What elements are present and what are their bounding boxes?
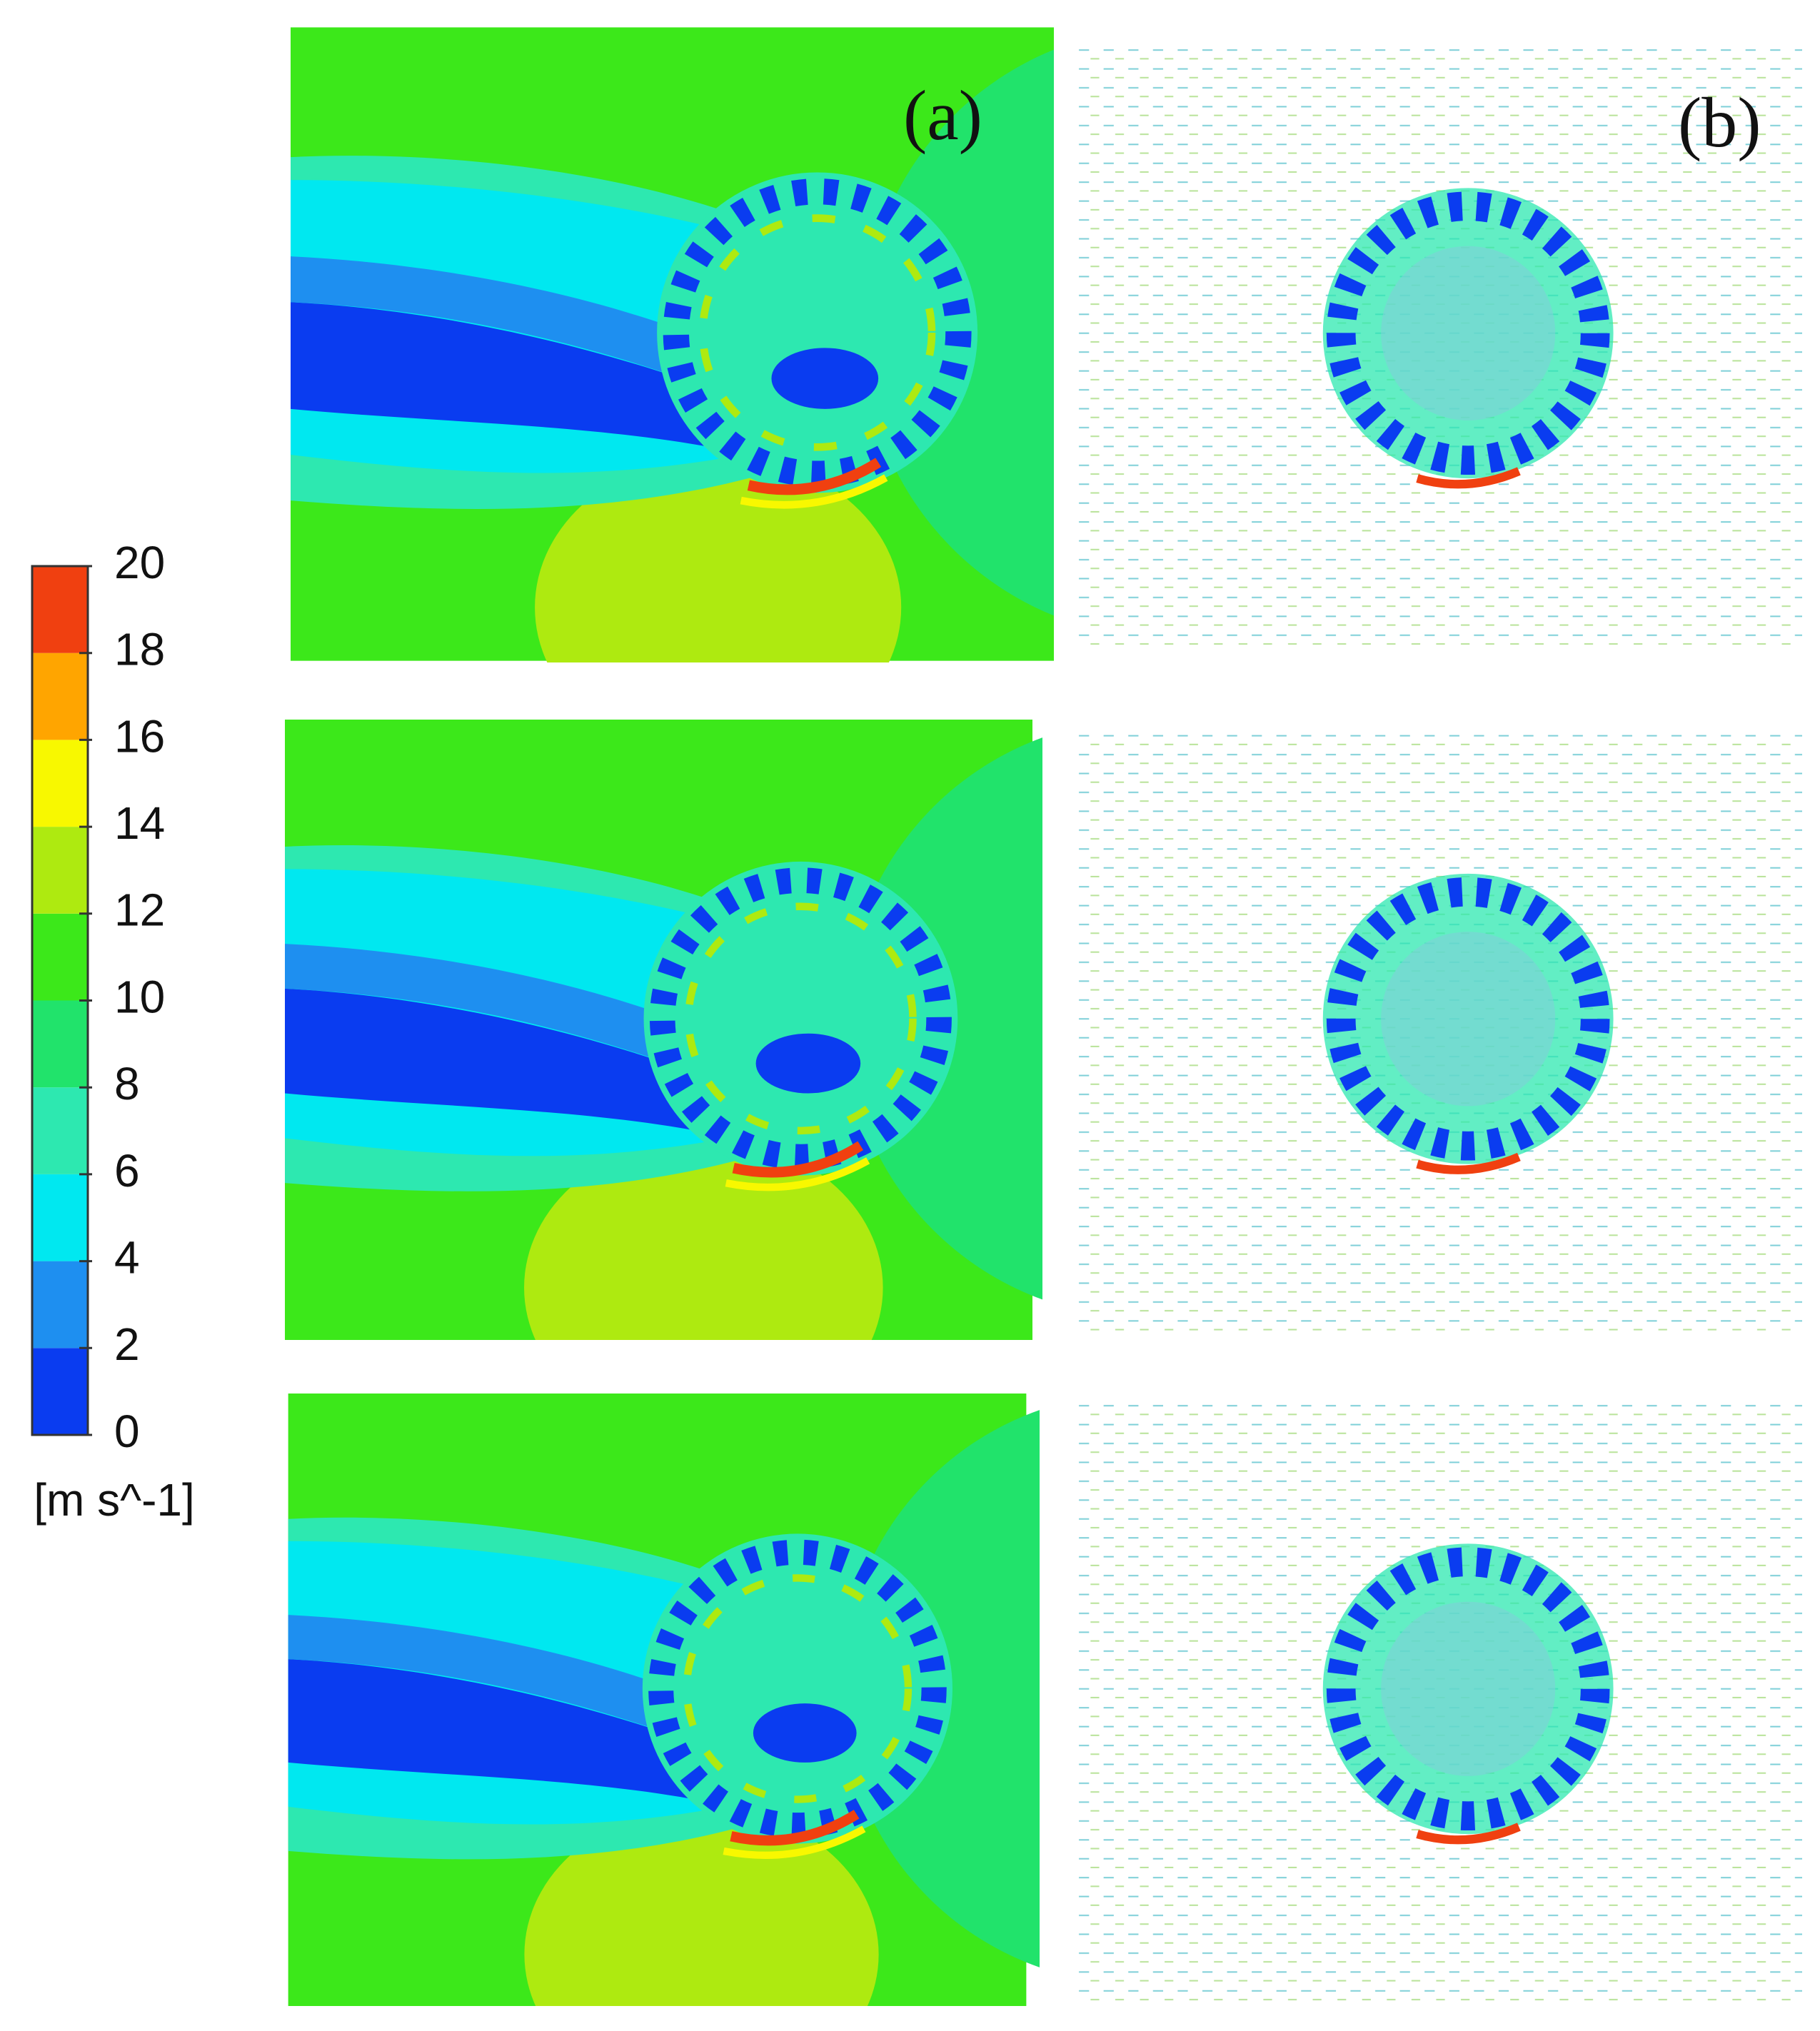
colorbar-tick-label: 0: [114, 1406, 140, 1457]
colorbar-band: [32, 1261, 88, 1349]
colorbar-unit: [m s^-1]: [34, 1474, 195, 1526]
colorbar: 0 2 4 6 8 10 12 14 16 18 20: [31, 537, 165, 1457]
colorbar-band: [32, 1087, 88, 1174]
vector-panel: [1076, 1398, 1802, 2001]
colorbar-tick-label: 20: [114, 537, 165, 588]
colorbar-band: [32, 913, 88, 1001]
colorbar-band: [32, 1348, 88, 1435]
colorbar-tick-label: 12: [114, 885, 165, 936]
colorbar-tick-label: 4: [114, 1232, 140, 1284]
colorbar-tick-label: 18: [114, 624, 165, 675]
colorbar-band: [32, 1174, 88, 1261]
panel-label: (b): [1678, 83, 1761, 162]
colorbar-tick-label: 10: [114, 971, 165, 1022]
colorbar-tick-label: 6: [114, 1145, 140, 1196]
colorbar-tick-label: 14: [114, 797, 165, 849]
colorbar-tick-label: 16: [114, 710, 165, 762]
colorbar-tick-label: 2: [114, 1319, 140, 1370]
colorbar-band: [32, 740, 88, 827]
colorbar-tick-label: 8: [114, 1058, 140, 1109]
colorbar-band: [32, 652, 88, 740]
colorbar-band: [32, 566, 88, 653]
colorbar-band: [32, 1000, 88, 1088]
panel-label: (a): [903, 76, 982, 155]
vector-panel: [1076, 728, 1802, 1331]
colorbar-band: [32, 827, 88, 914]
